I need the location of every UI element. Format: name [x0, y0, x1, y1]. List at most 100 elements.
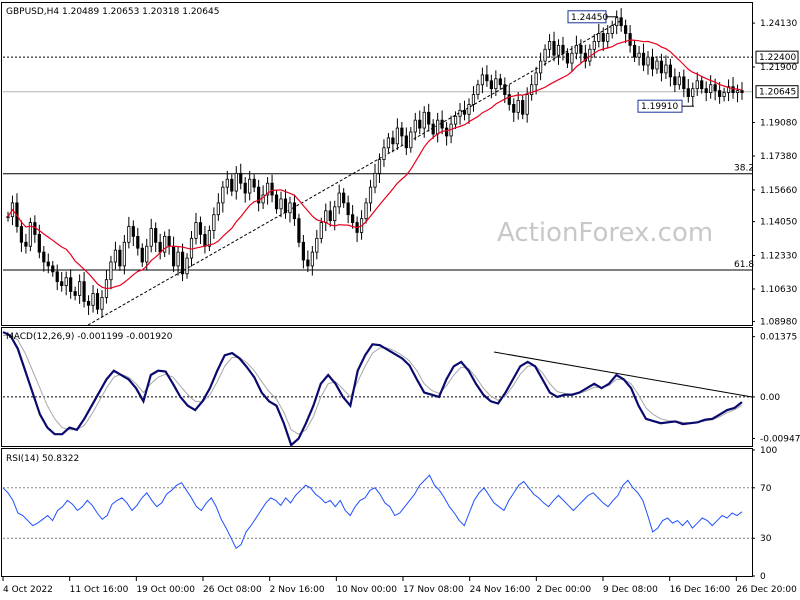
ohlc-label: 1.20489 1.20653 1.20318 1.20645 — [62, 7, 219, 17]
candle-body — [373, 172, 377, 188]
candle-body — [301, 241, 305, 261]
candle-body — [167, 235, 171, 247]
candle-body — [131, 226, 135, 237]
candle-body — [189, 237, 194, 259]
rsi-tick-label: 0 — [760, 572, 766, 582]
candle-body — [677, 76, 681, 86]
candle-body — [516, 100, 520, 113]
candle-body — [158, 241, 162, 253]
candle-body — [552, 41, 556, 56]
candle-body — [556, 44, 561, 56]
candle-body — [297, 218, 301, 243]
candle-body — [498, 78, 502, 86]
candle-body — [641, 52, 646, 66]
candle-body — [740, 90, 744, 94]
candle-body — [400, 127, 404, 137]
candle-body — [686, 88, 690, 97]
candle-body — [507, 94, 511, 105]
candle-body — [668, 64, 672, 78]
candle-body — [377, 159, 382, 174]
candle-body — [722, 92, 726, 97]
candle-body — [257, 186, 261, 204]
macd-tick-label: -0.00947 — [760, 434, 800, 444]
macd-tick-label: 0.01375 — [760, 333, 797, 343]
candle-body — [337, 192, 341, 208]
candle-body — [364, 202, 368, 220]
candle-body — [538, 60, 543, 74]
candle-body — [60, 281, 64, 287]
x-tick-label: 26 Dec 20:00 — [736, 585, 797, 595]
candle-body — [467, 104, 471, 115]
candle-body — [489, 80, 493, 90]
candle-body — [171, 245, 176, 267]
candle-body — [534, 72, 538, 86]
candle-body — [713, 84, 717, 92]
candle-body — [695, 80, 699, 90]
fib-level-label: 38.2 — [734, 164, 754, 174]
candle-body — [230, 178, 234, 192]
candle-body — [503, 84, 507, 95]
level-price-label: 1.22400 — [759, 53, 796, 63]
rsi-tick-label: 70 — [760, 484, 772, 494]
candle-body — [136, 235, 140, 249]
candle-body — [521, 100, 525, 115]
candle-body — [37, 234, 41, 253]
candle-body — [610, 25, 614, 34]
candle-body — [203, 234, 207, 247]
candle-body — [579, 44, 583, 54]
macd-tick-label: 0.00 — [760, 393, 780, 403]
candle-body — [95, 293, 100, 310]
candle-body — [673, 76, 677, 86]
candle-body — [324, 210, 328, 223]
rsi-line — [2, 474, 743, 550]
price-trendline — [87, 19, 623, 326]
x-tick-label: 24 Nov 16:00 — [470, 585, 531, 595]
candle-body — [69, 277, 73, 292]
candle-body — [24, 241, 28, 247]
candle-body — [91, 293, 95, 306]
candle-body — [248, 178, 252, 194]
macd-title: MACD(12,26,9) -0.001199 -0.001920 — [6, 332, 173, 342]
x-tick-label: 2 Dec 00:00 — [536, 585, 591, 595]
x-tick-label: 19 Oct 00:00 — [136, 585, 195, 595]
moving-average-line — [7, 39, 743, 290]
candle-body — [480, 74, 485, 86]
candle-body — [395, 127, 399, 145]
candle-body — [149, 228, 153, 247]
x-tick-label: 2 Nov 16:00 — [270, 585, 325, 595]
candle-body — [422, 111, 426, 129]
current-price-label: 1.20645 — [759, 88, 796, 98]
candle-body — [709, 84, 713, 94]
candle-body — [328, 210, 332, 222]
candle-body — [176, 251, 180, 267]
candle-body — [606, 33, 610, 42]
candle-body — [731, 86, 735, 94]
candle-body — [42, 251, 46, 263]
x-axis: 4 Oct 2022 11 Oct 16:00 19 Oct 00:00 26 Oct… — [2, 577, 797, 595]
candle-body — [650, 56, 655, 70]
candle-body — [646, 56, 650, 66]
x-tick-label: 17 Nov 08:00 — [403, 585, 464, 595]
price-levels: 1.22400 38.2 61.8 1.20645 — [3, 50, 799, 271]
candle-body — [64, 277, 68, 287]
candle-body — [494, 78, 498, 90]
rsi-axis: 100 70 30 0 — [752, 446, 777, 582]
candle-body — [212, 214, 216, 231]
candle-body — [78, 281, 82, 296]
rsi-title: RSI(14) 50.8322 — [6, 454, 79, 464]
rsi-tick-label: 30 — [760, 534, 772, 544]
price-tick-label: 1.10630 — [760, 285, 797, 295]
candle-body — [310, 251, 314, 267]
candle-body — [73, 291, 77, 296]
price-axis: 1.24130 1.21900 1.19080 1.17380 1.15660 1.140… — [752, 19, 797, 327]
candle-body — [113, 249, 118, 263]
candle-body — [471, 94, 476, 105]
rsi-panel-frame — [1, 448, 753, 577]
candle-body — [274, 194, 279, 210]
candle-body — [543, 48, 547, 62]
watermark: ActionForex.com — [497, 218, 713, 248]
candle-body — [601, 33, 605, 42]
candle-body — [315, 237, 319, 253]
candle-body — [386, 137, 391, 149]
